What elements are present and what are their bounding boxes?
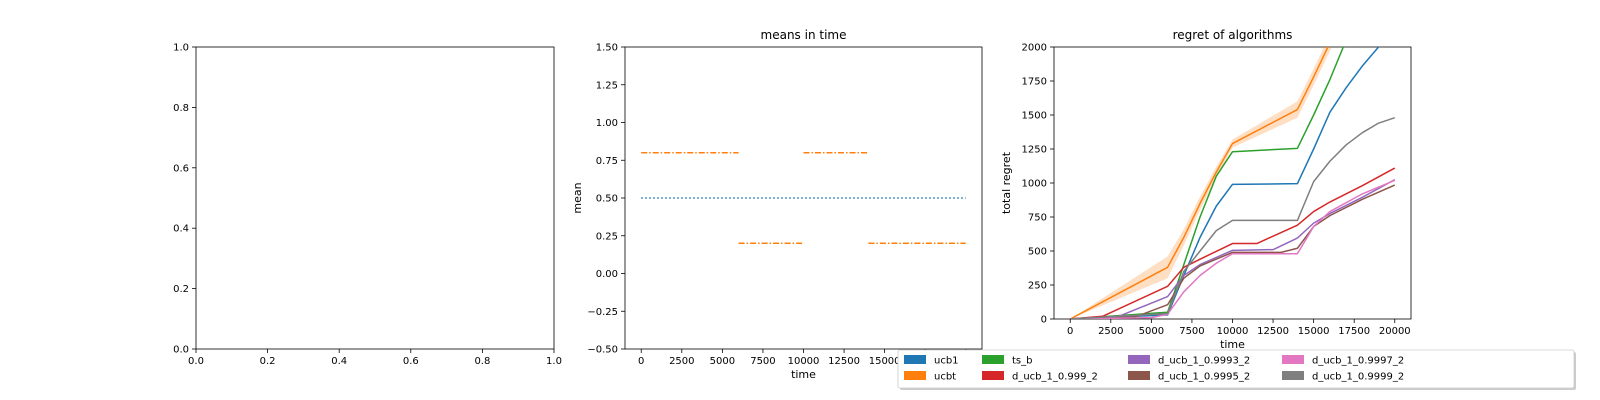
y-tick-label: 1750 [1022,77,1047,88]
y-axis-label: total regret [1000,151,1013,214]
y-tick-label: 1000 [1022,179,1047,190]
series-line-ts_b [1070,47,1345,319]
x-axis-label: time [1220,338,1245,351]
x-tick-label: 7500 [1179,326,1204,337]
x-tick-label: 7500 [750,356,775,367]
y-tick-label: 0.6 [173,163,189,174]
legend-label: ucb1 [934,356,959,367]
legend-box [897,349,1575,389]
x-tick-label: 17500 [1338,326,1370,337]
x-tick-label: 2500 [669,356,694,367]
y-tick-label: −0.50 [587,345,618,356]
x-tick-label: 2500 [1098,326,1123,337]
legend-swatch-d_ucb_1_0.9997_2 [1282,355,1304,364]
y-tick-label: 2000 [1022,43,1047,54]
y-tick-label: 1.50 [596,43,618,54]
x-tick-label: 0.0 [188,356,204,367]
x-tick-label: 0 [1067,326,1073,337]
x-tick-label: 5000 [1139,326,1164,337]
x-tick-label: 0 [638,356,644,367]
series-line-d_ucb_1_0.9995_2 [1070,184,1396,319]
legend-swatch-ts_b [982,355,1004,364]
confidence-band-ucbt [1070,47,1333,319]
legend-swatch-ucb1 [904,355,926,364]
legend-label: ts_b [1012,356,1032,367]
x-tick-label: 1.0 [546,356,562,367]
legend-label: ucbt [934,372,956,383]
series-line-d_ucb_1_0.9993_2 [1070,178,1396,319]
y-axis-label: mean [571,182,584,213]
legend-swatch-d_ucb_1_0.9993_2 [1128,355,1150,364]
series-line-ucb1 [1070,47,1380,319]
empty-axes-panel: 0.0 0.2 0.4 0.6 0.8 1.0 0.0 0.2 0.4 0.6 0.8 1.0 [173,43,562,368]
y-tick-label: 0 [1041,315,1047,326]
means-in-time-panel: 02500500075001000012500150001750020000−0… [571,28,983,381]
legend-label: d_ucb_1_0.9999_2 [1312,372,1404,383]
y-tick-label: −0.25 [587,307,618,318]
series-line-ucbt [1069,47,1329,319]
legend-label: d_ucb_1_0.999_2 [1012,372,1098,383]
x-tick-label: 15000 [869,356,901,367]
legend-swatch-ucbt [904,371,926,380]
plot-area [1069,47,1396,319]
axes-frame [195,46,555,350]
y-tick-label: 0.25 [596,231,618,242]
y-tick-label: 0.50 [596,194,618,205]
y-tick-label: 1500 [1022,111,1047,122]
x-tick-label: 10000 [788,356,820,367]
y-tick-label: 0.4 [173,224,189,235]
y-tick-label: 0.2 [173,284,189,295]
y-tick-label: 1.00 [596,118,618,129]
y-tick-label: 0.00 [596,269,618,280]
legend-swatch-d_ucb_1_0.999_2 [982,371,1004,380]
legend-swatch-d_ucb_1_0.9995_2 [1128,371,1150,380]
panel-title: means in time [761,28,847,42]
y-tick-label: 750 [1028,213,1047,224]
x-axis-label: time [791,368,816,381]
plot-area [641,151,966,245]
regret-panel: 0 2500 5000 7500 10000 12500 15000 17500 20000 0 2… [1000,28,1412,351]
x-tick-label: 20000 [1379,326,1411,337]
legend: ucb1 ucbt ts_b d_ucb_1_0.999_2 d_ucb_1_0.999… [897,349,1576,390]
y-tick-label: 0.0 [173,345,189,356]
y-tick-label: 1.25 [596,80,618,91]
y-tick-label: 1.0 [173,43,189,54]
y-tick-label: 0.8 [173,103,189,114]
legend-label: d_ucb_1_0.9995_2 [1158,372,1250,383]
panel-title: regret of algorithms [1173,28,1293,42]
series-line-d_ucb_1_0.9997_2 [1070,179,1396,319]
legend-label: d_ucb_1_0.9997_2 [1312,356,1404,367]
axes-frame [1053,46,1412,320]
y-tick-label: 500 [1028,247,1047,258]
y-tick-label: 250 [1028,281,1047,292]
y-tick-label: 1250 [1022,145,1047,156]
x-tick-label: 15000 [1298,326,1330,337]
x-tick-label: 12500 [828,356,860,367]
x-tick-label: 0.8 [474,356,490,367]
x-tick-label: 0.2 [260,356,276,367]
legend-label: d_ucb_1_0.9993_2 [1158,356,1250,367]
x-tick-label: 12500 [1257,326,1289,337]
x-tick-label: 0.4 [331,356,347,367]
y-tick-label: 0.75 [596,156,618,167]
x-tick-label: 0.6 [403,356,419,367]
legend-swatch-d_ucb_1_0.9999_2 [1282,371,1304,380]
series-line-d_ucb_1_0.999_2 [1070,167,1396,319]
x-tick-label: 5000 [710,356,735,367]
series-line-d_ucb_1_0.9999_2 [1070,117,1396,319]
x-tick-label: 10000 [1217,326,1249,337]
